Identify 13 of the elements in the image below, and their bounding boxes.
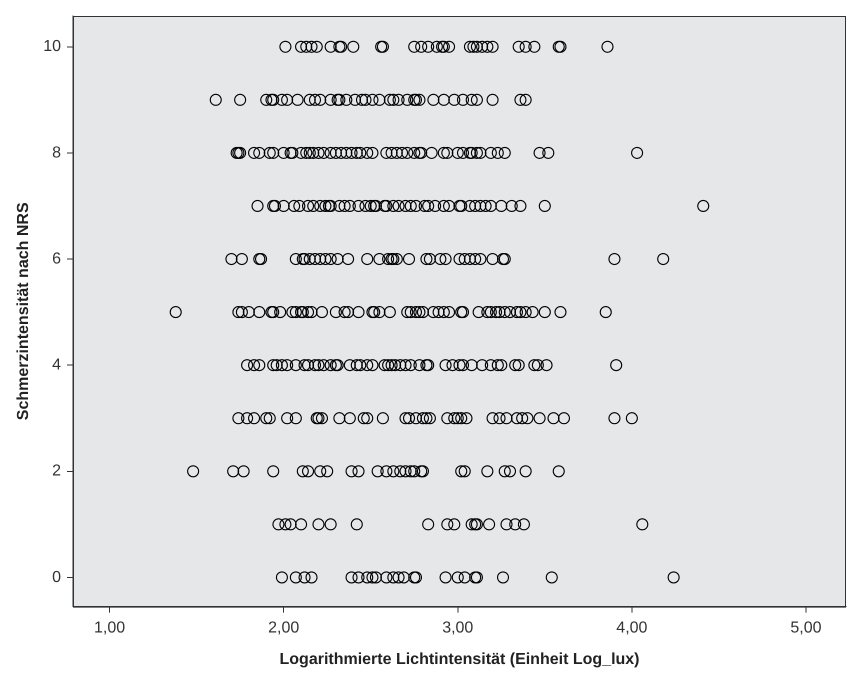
y-tick-label: 8	[52, 144, 62, 162]
x-tick-label: 1,00	[94, 620, 126, 637]
y-axis-title: Schmerzintensität nach NRS	[15, 202, 32, 420]
y-tick-label: 2	[52, 462, 62, 480]
x-tick-label: 3,00	[442, 620, 474, 637]
y-tick-label: 4	[52, 356, 62, 374]
y-tick-label: 10	[43, 38, 62, 56]
x-tick-label: 2,00	[268, 620, 300, 637]
x-tick-label: 4,00	[616, 620, 648, 637]
y-tick-label: 0	[52, 568, 62, 586]
x-tick-label: 5,00	[790, 620, 822, 637]
y-tick-label: 6	[52, 250, 62, 268]
x-axis-title: Logarithmierte Lichtintensität (Einheit Log_lux)	[279, 650, 640, 668]
